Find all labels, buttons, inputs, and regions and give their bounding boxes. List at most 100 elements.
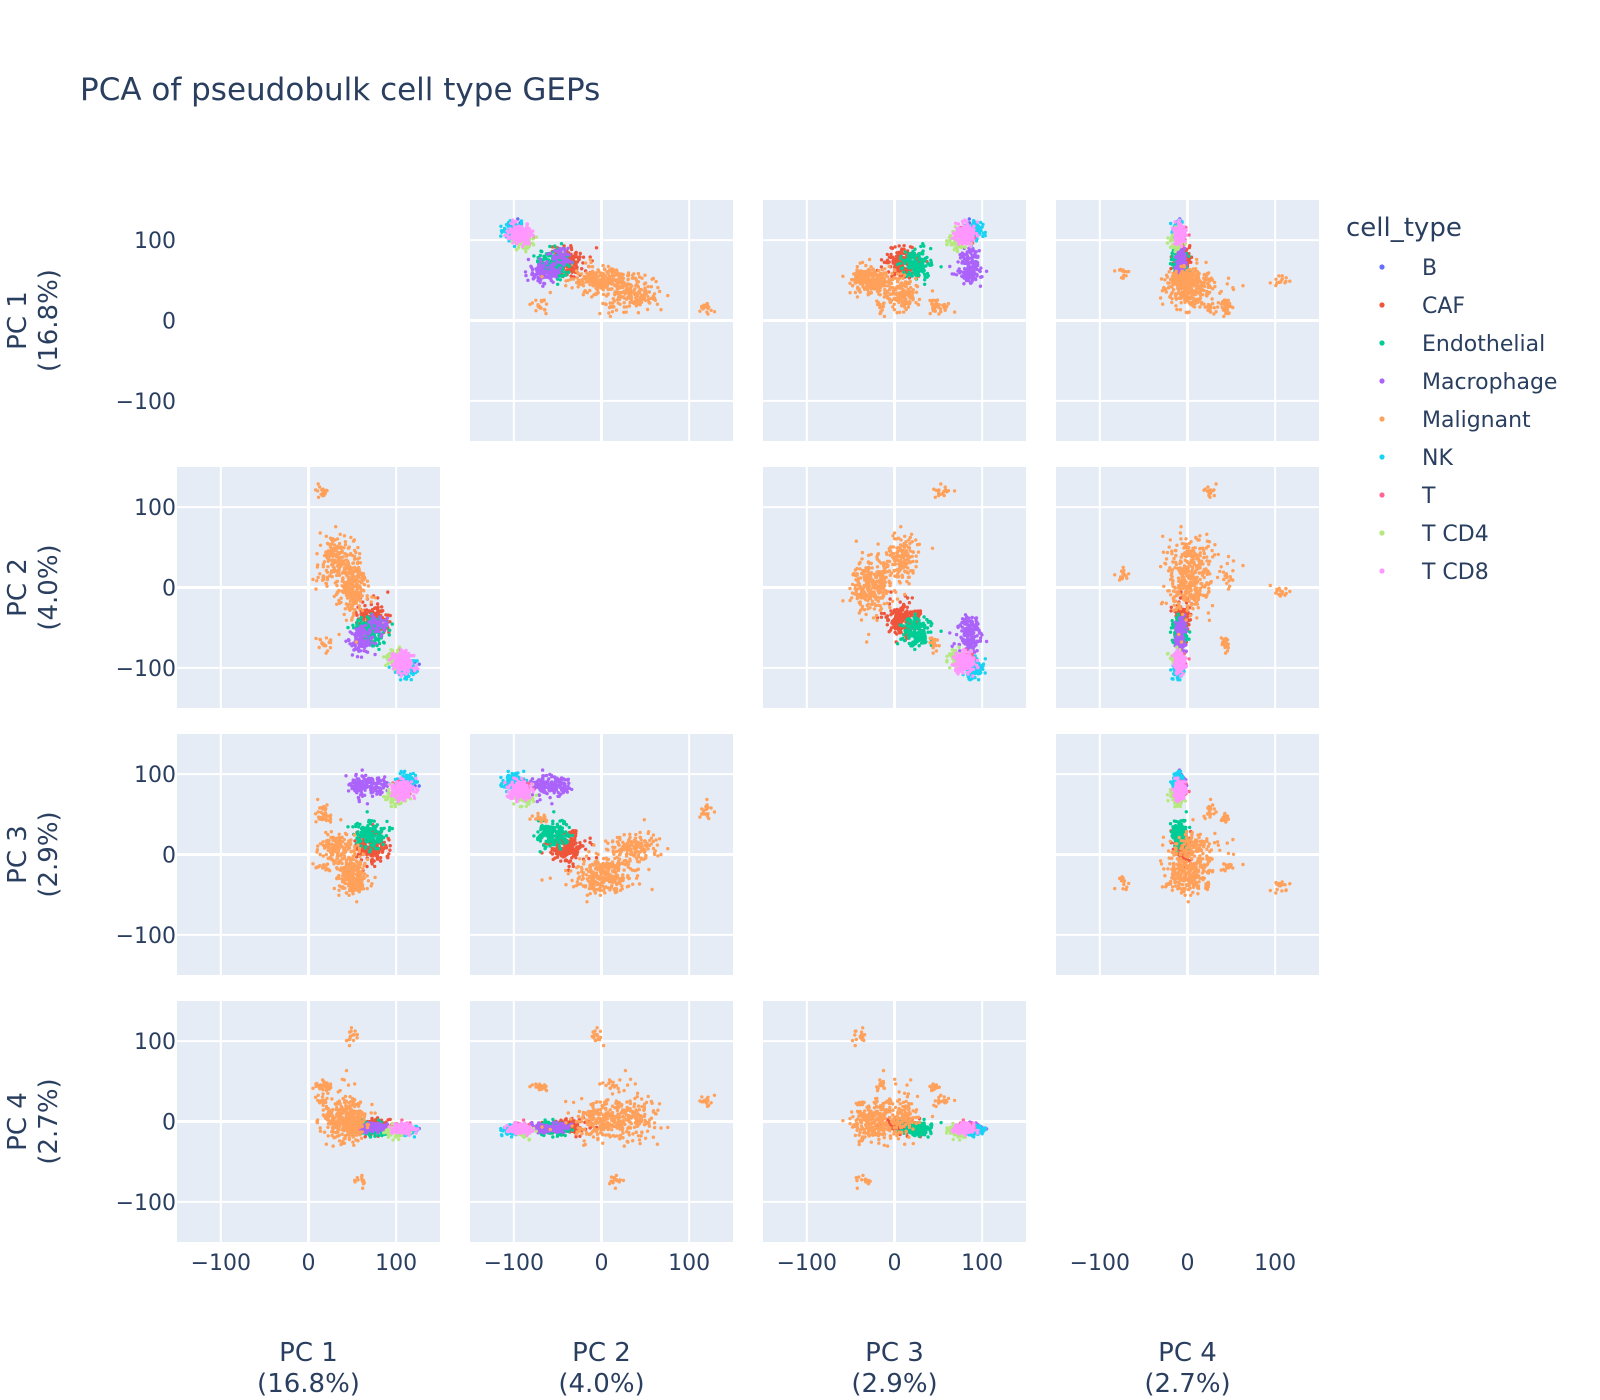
data-point — [906, 265, 911, 269]
data-point — [343, 607, 347, 611]
data-point — [901, 288, 905, 292]
data-point — [371, 626, 375, 631]
data-point — [1167, 281, 1171, 285]
data-point — [378, 617, 383, 621]
data-point — [712, 310, 717, 314]
data-point — [358, 649, 363, 653]
data-point — [899, 266, 904, 271]
data-point — [1187, 233, 1191, 237]
data-point — [356, 646, 361, 650]
data-point — [369, 602, 373, 607]
data-point — [904, 285, 908, 289]
data-point — [316, 489, 320, 493]
data-point — [388, 628, 392, 632]
data-point — [1216, 301, 1221, 305]
data-point — [365, 650, 370, 654]
data-point — [888, 292, 892, 297]
data-point — [569, 277, 573, 281]
data-point — [370, 641, 374, 645]
data-point — [332, 570, 336, 574]
data-point — [360, 624, 365, 628]
data-point — [1198, 285, 1202, 290]
data-point — [1205, 273, 1209, 277]
data-point — [896, 267, 900, 272]
data-point — [337, 601, 342, 605]
data-point — [893, 245, 897, 249]
data-point — [1163, 278, 1167, 282]
data-point — [570, 260, 574, 264]
data-point — [344, 571, 349, 575]
data-point — [651, 276, 656, 281]
data-point — [353, 569, 357, 573]
data-point — [526, 257, 531, 262]
data-point — [581, 255, 586, 259]
data-point — [355, 633, 359, 637]
data-point — [646, 284, 650, 289]
data-point — [859, 281, 864, 285]
data-point — [499, 224, 503, 228]
data-point — [622, 289, 626, 294]
data-point — [954, 221, 958, 225]
data-point — [897, 244, 901, 248]
data-point — [1180, 290, 1185, 294]
data-point — [373, 635, 377, 640]
data-point — [883, 279, 887, 283]
data-point — [351, 595, 355, 599]
data-point — [883, 291, 887, 296]
data-point — [560, 261, 564, 265]
data-point — [316, 495, 321, 499]
data-point — [595, 280, 600, 284]
data-point — [1185, 293, 1189, 298]
data-point — [705, 310, 709, 314]
data-point — [899, 272, 903, 276]
data-point — [512, 244, 517, 249]
data-point — [659, 308, 663, 312]
data-point — [850, 277, 854, 282]
data-point — [564, 273, 568, 277]
data-point — [912, 270, 916, 274]
data-point — [955, 247, 960, 251]
data-point — [635, 301, 640, 305]
data-point — [587, 265, 591, 269]
data-point — [633, 287, 637, 291]
points-layer — [1113, 217, 1292, 319]
data-point — [524, 249, 528, 254]
data-point — [374, 641, 378, 646]
data-point — [1127, 269, 1131, 274]
data-point — [945, 239, 949, 243]
data-point — [571, 265, 575, 270]
data-point — [363, 603, 367, 608]
data-point — [595, 274, 599, 278]
data-point — [906, 287, 910, 291]
data-point — [928, 311, 932, 316]
data-point — [507, 237, 511, 241]
data-point — [611, 304, 615, 309]
data-point — [855, 265, 859, 269]
data-point — [894, 276, 898, 280]
data-point — [344, 602, 349, 606]
data-point — [1181, 249, 1185, 253]
data-point — [898, 261, 902, 265]
data-point — [604, 285, 609, 290]
data-point — [335, 555, 340, 559]
data-point — [1191, 281, 1195, 285]
data-point — [326, 549, 330, 553]
data-point — [967, 217, 971, 221]
data-point — [320, 488, 324, 492]
data-point — [546, 266, 550, 270]
data-point — [531, 237, 535, 241]
data-point — [1167, 270, 1171, 274]
data-point — [1187, 273, 1191, 277]
data-point — [580, 267, 584, 271]
data-point — [386, 590, 390, 594]
data-point — [376, 596, 380, 600]
data-point — [856, 285, 860, 289]
data-point — [373, 638, 377, 642]
data-point — [923, 275, 927, 279]
data-point — [640, 293, 644, 298]
data-point — [1170, 254, 1175, 258]
data-point — [621, 276, 626, 280]
data-point — [954, 273, 959, 277]
data-point — [1168, 238, 1173, 243]
data-point — [902, 301, 907, 305]
